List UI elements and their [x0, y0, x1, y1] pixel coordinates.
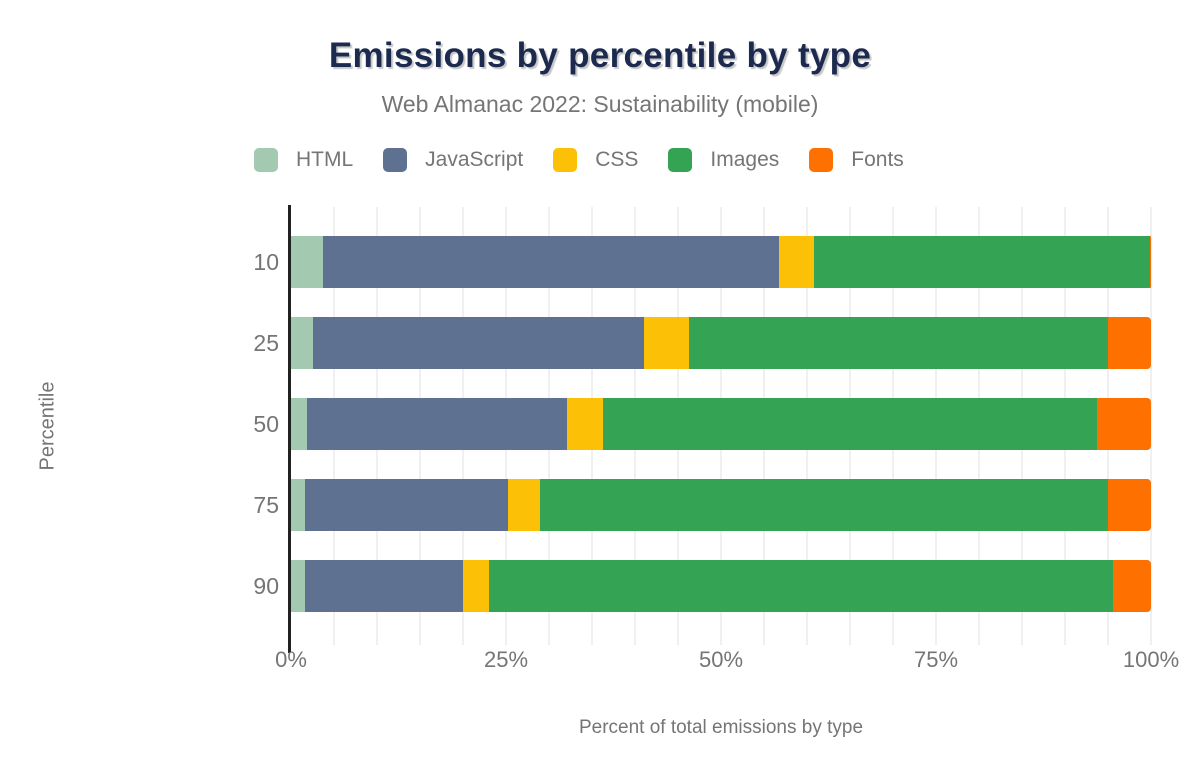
- bar-row-percentile-90: [291, 560, 1151, 612]
- bar-segment-javascript-p50[interactable]: [307, 398, 568, 450]
- bar-segment-javascript-p25[interactable]: [312, 317, 644, 369]
- bar-segment-html-p90[interactable]: [291, 560, 305, 612]
- y-tick-75: 75: [253, 492, 279, 518]
- x-tick-50: 50%: [698, 647, 744, 672]
- chart-title: Emissions by percentile by type: [328, 36, 872, 75]
- legend-item-css[interactable]: CSS: [553, 148, 638, 172]
- y-tick-10: 10: [253, 249, 279, 275]
- legend-item-javascript[interactable]: JavaScript: [383, 148, 523, 172]
- bar-segment-html-p10[interactable]: [291, 236, 323, 288]
- x-axis-title: Percent of total emissions by type: [578, 717, 864, 738]
- legend-label-javascript: JavaScript: [425, 148, 524, 171]
- plot-area: [291, 207, 1152, 645]
- bar-segment-html-p50[interactable]: [291, 398, 308, 450]
- bar-segment-html-p25[interactable]: [291, 317, 313, 369]
- bar-segment-css-p10[interactable]: [778, 236, 814, 288]
- bar-row-percentile-25: [291, 317, 1151, 369]
- legend-swatch-javascript-icon: [383, 148, 408, 172]
- x-tick-0: 0%: [275, 647, 307, 672]
- bar-segment-images-p50[interactable]: [603, 398, 1097, 450]
- bar-segment-images-p75[interactable]: [539, 479, 1108, 531]
- bar-segment-javascript-p75[interactable]: [304, 479, 508, 531]
- x-tick-100: 100%: [1122, 647, 1180, 672]
- legend-swatch-images-icon: [668, 148, 693, 172]
- legend: HTML JavaScript CSS Images Fonts: [254, 148, 904, 172]
- bar-segment-css-p75[interactable]: [507, 479, 540, 531]
- bar-segment-css-p90[interactable]: [462, 560, 489, 612]
- y-axis-line: [288, 205, 291, 653]
- bar-segment-fonts-p25[interactable]: [1107, 317, 1151, 369]
- legend-swatch-css-icon: [553, 148, 578, 172]
- bar-row-percentile-50: [291, 398, 1151, 450]
- legend-swatch-html-icon: [254, 148, 278, 172]
- legend-item-images[interactable]: Images: [668, 148, 779, 172]
- y-tick-50: 50: [253, 411, 279, 437]
- bar-segment-javascript-p90[interactable]: [304, 560, 463, 612]
- bar-segment-css-p25[interactable]: [643, 317, 690, 369]
- legend-swatch-fonts-icon: [809, 148, 834, 172]
- bar-segment-fonts-p50[interactable]: [1096, 398, 1151, 450]
- x-tick-25: 25%: [483, 647, 529, 672]
- bar-segment-fonts-p10[interactable]: [1150, 236, 1151, 288]
- legend-label-fonts: Fonts: [851, 148, 904, 171]
- y-axis-title: Percentile: [36, 381, 59, 471]
- legend-item-fonts[interactable]: Fonts: [809, 148, 904, 172]
- legend-label-css: CSS: [595, 148, 639, 171]
- gridline-100: [1150, 207, 1152, 645]
- bar-segment-fonts-p75[interactable]: [1107, 479, 1151, 531]
- bar-segment-css-p50[interactable]: [567, 398, 604, 450]
- bar-segment-images-p25[interactable]: [689, 317, 1108, 369]
- bar-segment-images-p10[interactable]: [813, 236, 1151, 288]
- bar-row-percentile-75: [291, 479, 1151, 531]
- bar-segment-images-p90[interactable]: [488, 560, 1114, 612]
- bar-segment-fonts-p90[interactable]: [1113, 560, 1151, 612]
- y-tick-90: 90: [253, 573, 279, 599]
- y-tick-25: 25: [253, 330, 279, 356]
- legend-label-html: HTML: [296, 148, 354, 171]
- x-tick-75: 75%: [913, 647, 959, 672]
- chart-subtitle: Web Almanac 2022: Sustainability (mobile…: [381, 91, 819, 117]
- bar-row-percentile-10: [291, 236, 1151, 288]
- legend-label-images: Images: [710, 148, 780, 171]
- bar-segment-html-p75[interactable]: [291, 479, 305, 531]
- legend-item-html[interactable]: HTML: [254, 148, 353, 172]
- bar-segment-javascript-p10[interactable]: [322, 236, 779, 288]
